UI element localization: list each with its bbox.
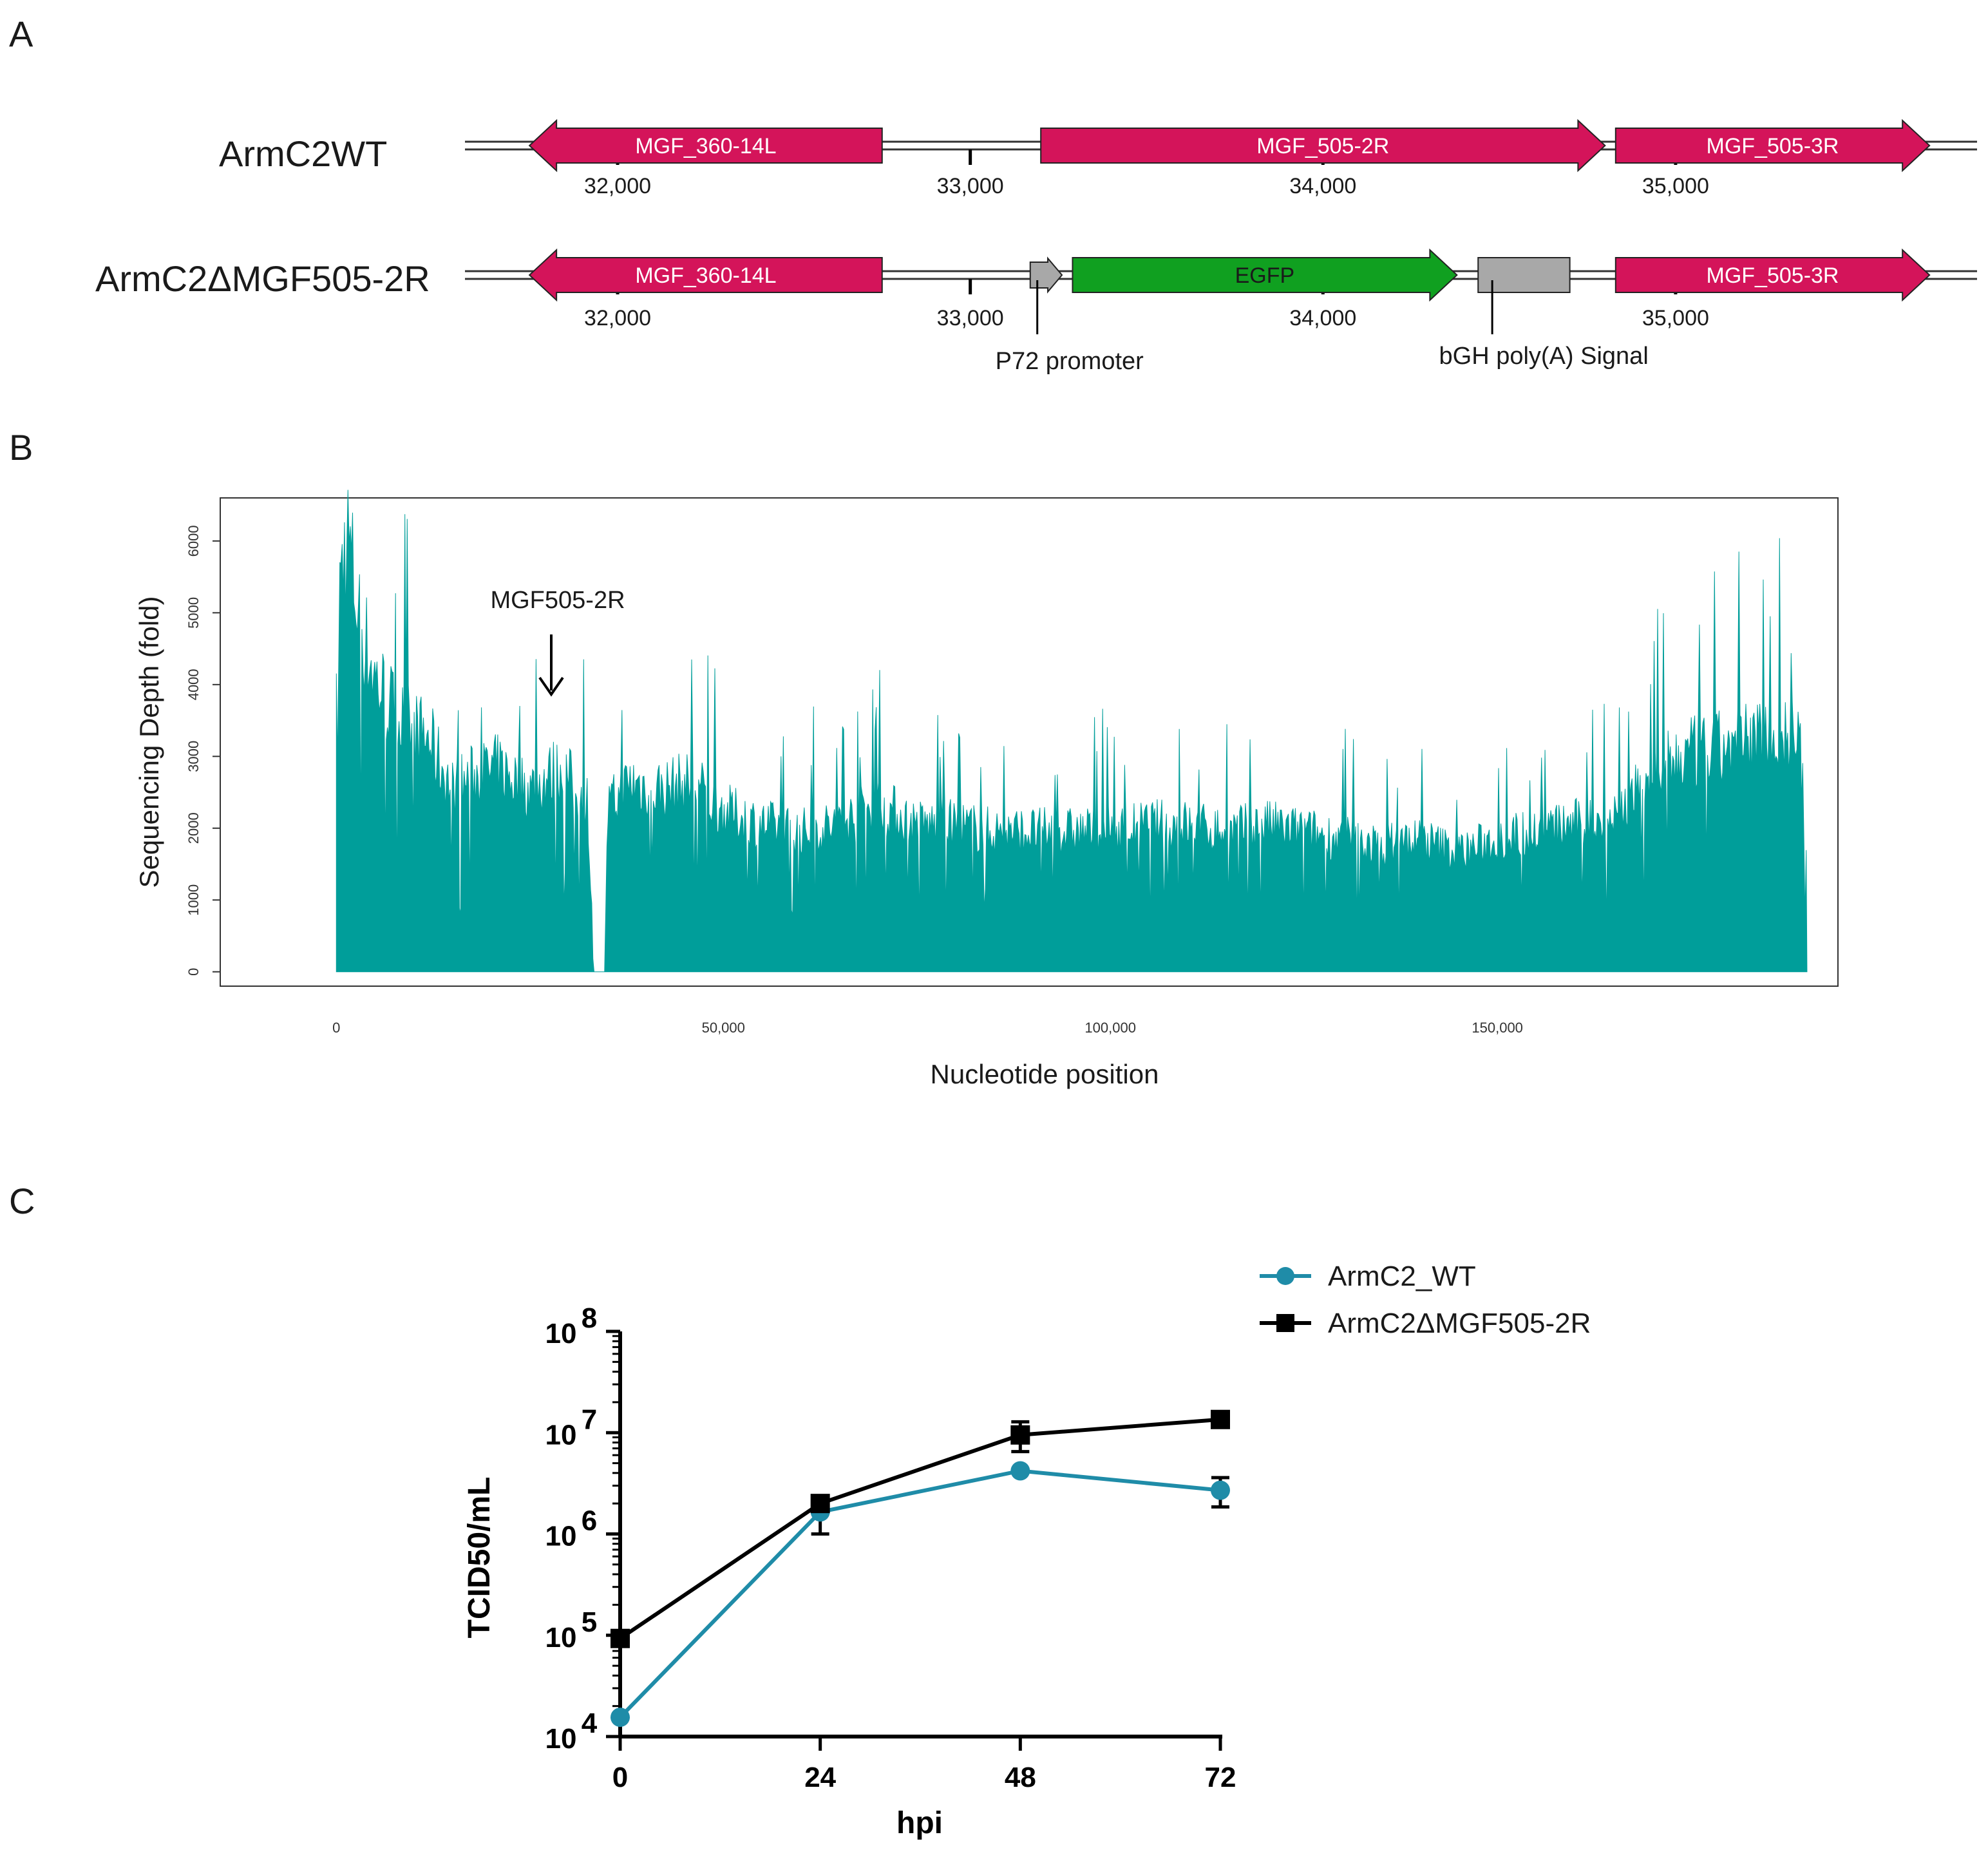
legend-item-mutant: ArmC2ΔMGF505-2R [1260,1308,1591,1339]
series-line [619,1417,1221,1641]
y-tick-label: 10 [545,1419,577,1451]
y-tick-label: 0 [185,968,202,976]
data-point [810,1494,830,1514]
x-tick-label: 0 [612,1762,628,1793]
panel-label-b: B [9,427,33,468]
panel-label-a: A [9,14,33,54]
x-tick-label: 72 [1205,1762,1236,1793]
data-point [611,1708,630,1728]
growth-curve-panel: 10 410 510 610 710 80 24 48 72 TCID50/mL hpi Arm… [462,1261,1591,1840]
mgf-505-3r-label: MGF_505-3R [1707,263,1839,288]
growth-series [611,1409,1230,1728]
gap-annotation-label: MGF505-2R [490,587,625,614]
data-point [1211,1480,1230,1500]
y-tick-exponent: 4 [582,1708,598,1739]
axis-tick-label: 35,000 [1642,174,1709,198]
x-tick-label: 48 [1005,1762,1036,1793]
growth-y-label: TCID50/mL [462,1477,497,1639]
y-tick-exponent: 8 [582,1302,597,1334]
gene-track-mutant: 32,000 33,000 34,000 35,000 MGF_360-14L EGFP M… [465,248,1977,375]
mgf-505-2r-arrow [1040,119,1606,173]
coverage-plot-frame [220,497,1839,987]
mgf-360-14l-arrow [528,119,883,173]
y-tick-exponent: 5 [582,1606,597,1638]
axis-tick-label: 34,000 [1289,174,1356,198]
egfp-arrow [1072,248,1458,302]
down-arrow-icon [538,634,564,697]
legend-marker-mutant [1276,1314,1294,1332]
y-tick-label: 10 [545,1521,577,1552]
data-point [611,1628,630,1648]
coverage-y-label: Sequencing Depth (fold) [134,596,164,888]
mgf-505-2r-label: MGF_505-2R [1256,134,1389,158]
mgf-505-3r-arrow [1614,119,1931,173]
legend-marker-wt [1276,1267,1294,1285]
y-tick-label: 4000 [185,669,202,700]
series-armc2-mgf505-2r [611,1409,1230,1648]
panel-label-c: C [9,1181,35,1221]
y-tick-label: 6000 [185,525,202,557]
axis-tick-label: 33,000 [937,174,1004,198]
data-point [1010,1461,1030,1481]
legend-item-wt: ArmC2_WT [1260,1261,1476,1292]
series-armc2-wt [611,1461,1230,1728]
x-tick-label: 150,000 [1472,1020,1523,1036]
egfp-label: EGFP [1235,263,1295,288]
series-line [618,1469,1221,1719]
promoter-arrow [1029,256,1063,294]
coverage-area [336,490,1808,973]
mgf-360-14l-label: MGF_360-14L [635,263,776,288]
coverage-y-axis: 0 1000 2000 3000 4000 5000 6000 [185,525,220,976]
track-name-wt: ArmC2WT [219,133,387,174]
y-tick-label: 3000 [185,741,202,772]
p72-promoter-annotation: P72 promoter [996,348,1144,375]
y-tick-exponent: 6 [582,1505,597,1537]
mgf-505-3r-label: MGF_505-3R [1707,134,1839,158]
coverage-panel: 0 1000 2000 3000 4000 5000 6000 0 50,000 100,000… [134,490,1839,1089]
mgf-505-3r-arrow [1614,248,1931,302]
coverage-fill [336,490,1808,973]
legend: ArmC2_WT ArmC2ΔMGF505-2R [1260,1261,1591,1339]
y-tick-label: 1000 [185,884,202,916]
y-tick-label: 2000 [185,812,202,844]
track-name-mutant: ArmC2ΔMGF505-2R [95,258,430,299]
bgh-poly-a-signal-annotation: bGH poly(A) Signal [1439,343,1649,370]
coverage-x-label: Nucleotide position [931,1059,1159,1089]
axis-tick-label: 32,000 [584,306,651,330]
axis-tick-label: 34,000 [1289,306,1356,330]
x-tick-label: 0 [332,1020,340,1036]
data-point [1211,1409,1230,1429]
y-tick-label: 10 [545,1622,577,1653]
axis-tick-label: 32,000 [584,174,651,198]
coverage-x-axis: 0 50,000 100,000 150,000 [332,1020,1523,1036]
y-tick-label: 10 [545,1723,577,1755]
legend-label-mutant: ArmC2ΔMGF505-2R [1328,1308,1591,1339]
x-tick-label: 50,000 [702,1020,745,1036]
axis-tick-label: 35,000 [1642,306,1709,330]
gene-map-panel: ArmC2WT ArmC2ΔMGF505-2R 32,000 33,000 34,0… [95,119,1977,375]
x-tick-label: 100,000 [1084,1020,1136,1036]
legend-label-wt: ArmC2_WT [1328,1261,1476,1292]
axis-tick-label: 33,000 [937,306,1004,330]
y-tick-exponent: 7 [582,1404,597,1435]
gene-track-wt: 32,000 33,000 34,000 35,000 MGF_360-14L MGF_5… [465,119,1977,198]
polya-box [1477,257,1571,293]
y-tick-label: 5000 [185,597,202,629]
growth-axes: 10 410 510 610 710 80 24 48 72 [545,1302,1236,1793]
growth-x-label: hpi [896,1806,943,1840]
mgf-360-14l-arrow [528,248,883,302]
x-tick-label: 24 [804,1762,836,1793]
data-point [1010,1425,1030,1445]
y-tick-label: 10 [545,1318,577,1349]
mgf-360-14l-label: MGF_360-14L [635,134,776,158]
